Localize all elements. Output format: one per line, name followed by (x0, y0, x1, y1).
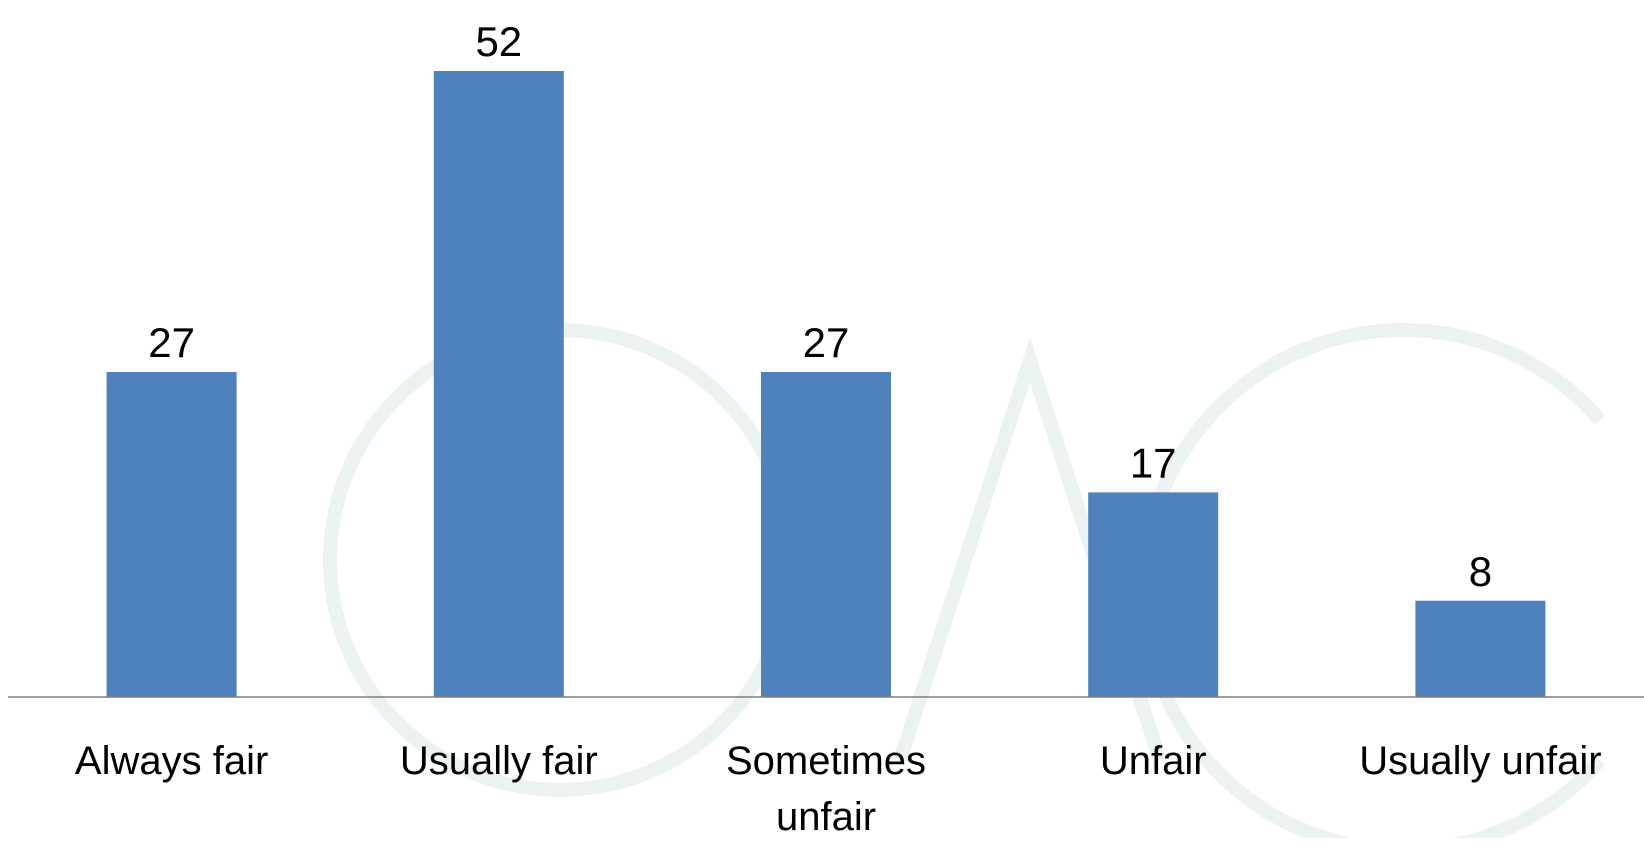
x-tick-label: Unfair (1099, 739, 1207, 783)
bar (761, 371, 891, 697)
value-label: 27 (803, 319, 850, 366)
x-tick-label: Usually fair (399, 739, 598, 783)
value-label: 8 (1469, 548, 1492, 595)
bar (1088, 492, 1219, 697)
value-label: 17 (1130, 439, 1177, 486)
x-tick-label: Usually unfair (1359, 739, 1602, 783)
bar (1415, 600, 1546, 697)
x-tick-label: Sometimes unfair (725, 739, 927, 839)
bar (106, 371, 237, 697)
value-label: 27 (148, 319, 195, 366)
x-tick-label: Always fair (74, 739, 269, 783)
value-label: 52 (475, 18, 522, 65)
bar (433, 71, 564, 697)
